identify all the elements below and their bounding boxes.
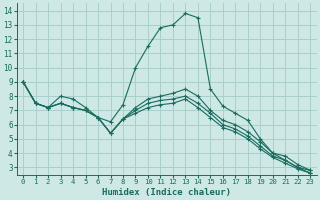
- X-axis label: Humidex (Indice chaleur): Humidex (Indice chaleur): [102, 188, 231, 197]
